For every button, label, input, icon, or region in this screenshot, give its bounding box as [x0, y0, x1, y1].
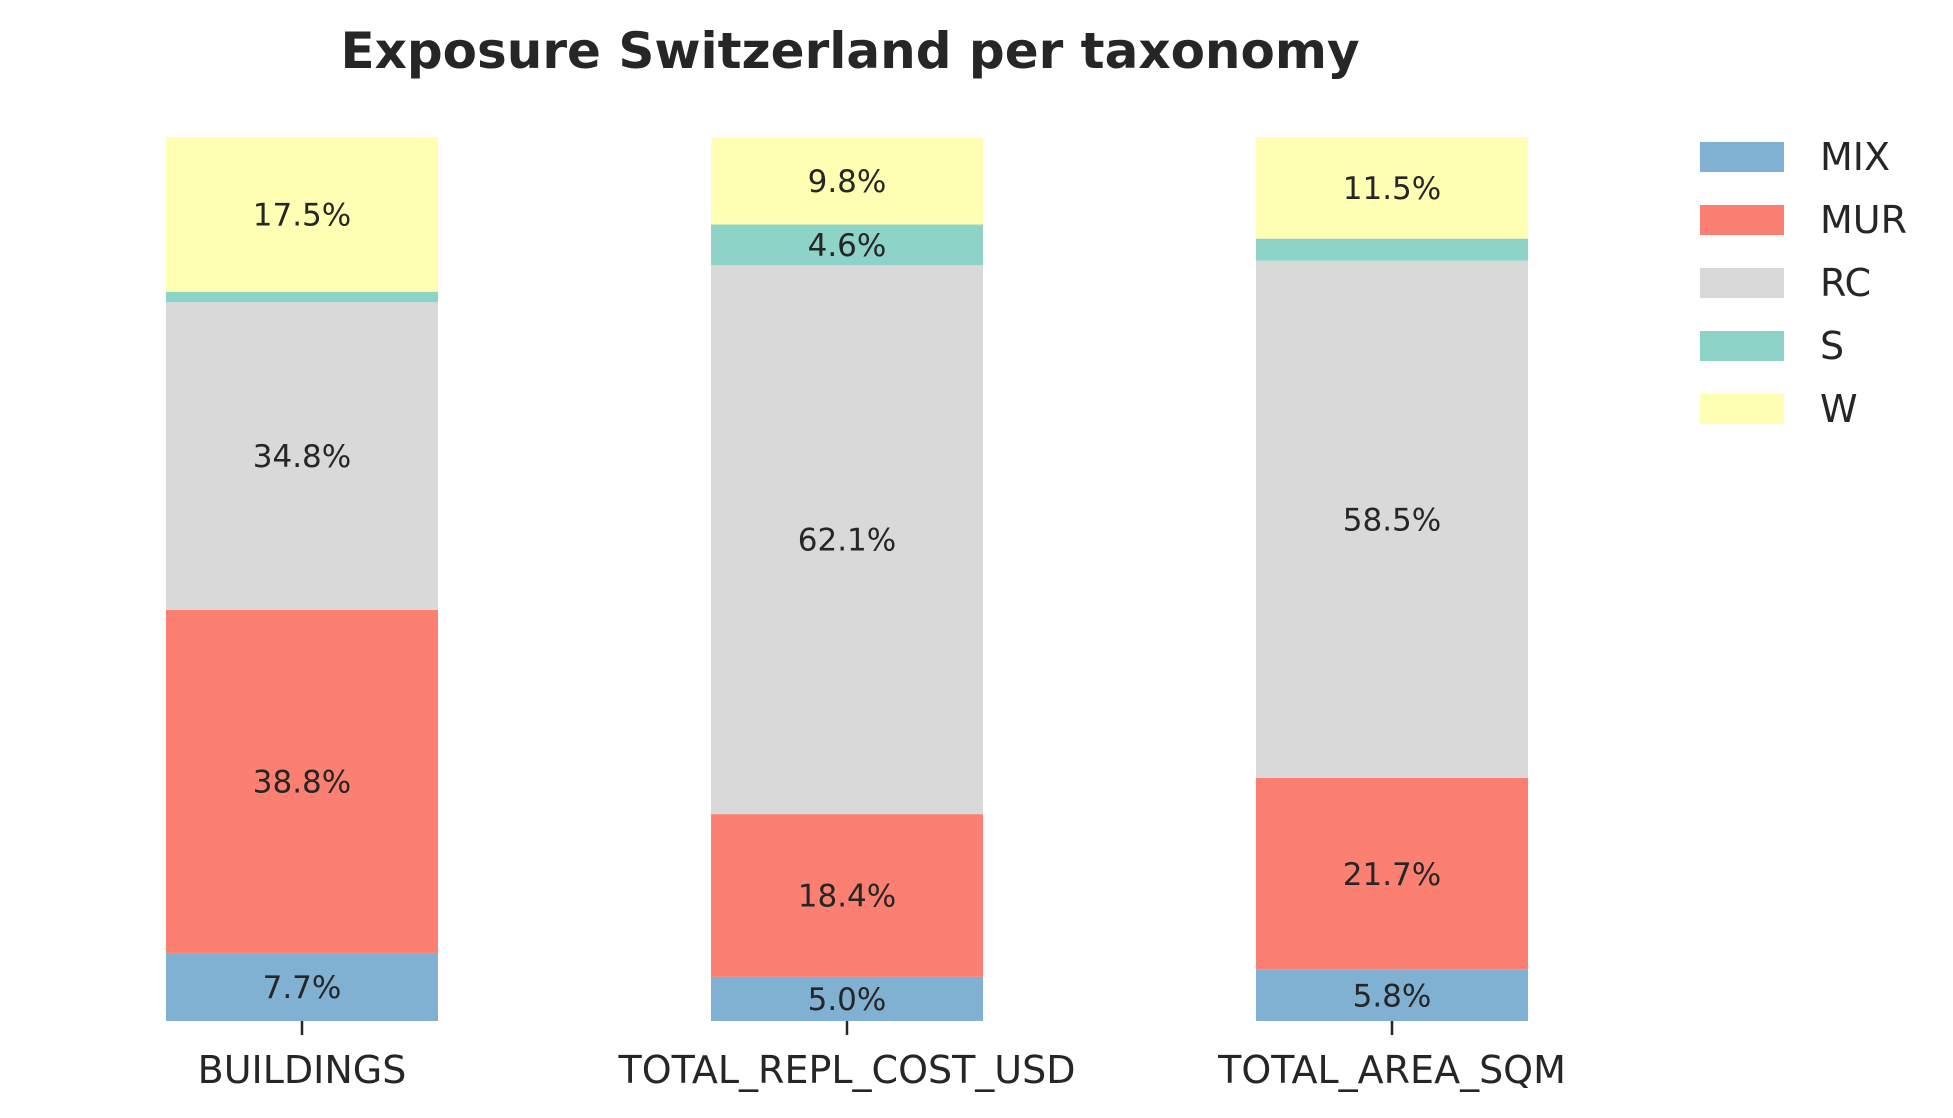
legend-item-mur: MUR — [1700, 188, 1907, 251]
bar-s-0 — [166, 291, 438, 303]
x-tick-label: TOTAL_REPL_COST_USD — [617, 1048, 1075, 1092]
legend-swatch — [1700, 141, 1784, 172]
bar-rc-2 — [1256, 260, 1528, 778]
bar-w-1 — [711, 137, 983, 225]
x-tick-label: BUILDINGS — [198, 1048, 407, 1092]
bar-mur-2 — [1256, 777, 1528, 970]
bar-mix-0 — [166, 952, 438, 1021]
bar-w-2 — [1256, 137, 1528, 239]
legend-item-w: W — [1700, 377, 1907, 440]
legend-swatch — [1700, 204, 1784, 235]
bar-rc-1 — [711, 265, 983, 815]
legend-swatch — [1700, 330, 1784, 361]
bar-mix-1 — [711, 976, 983, 1021]
data-label: 21.7% — [1343, 857, 1441, 893]
data-label: 58.5% — [1343, 502, 1441, 538]
legend-label: W — [1820, 386, 1858, 431]
data-label: 11.5% — [1343, 171, 1441, 207]
bar-s-1 — [711, 224, 983, 266]
legend-swatch — [1700, 267, 1784, 298]
legend-item-s: S — [1700, 314, 1907, 377]
data-label: 7.7% — [263, 970, 342, 1006]
data-label: 18.4% — [798, 878, 896, 914]
legend-swatch — [1700, 393, 1784, 424]
legend-item-rc: RC — [1700, 251, 1907, 314]
x-tick-label: TOTAL_AREA_SQM — [1217, 1048, 1566, 1092]
legend-label: MIX — [1820, 134, 1891, 179]
bar-mix-2 — [1256, 969, 1528, 1021]
bar-w-0 — [166, 137, 438, 292]
data-label: 4.6% — [808, 228, 887, 264]
data-label: 5.0% — [808, 982, 887, 1018]
legend-label: MUR — [1820, 197, 1908, 242]
data-label: 9.8% — [808, 164, 887, 200]
legend-item-mix: MIX — [1700, 125, 1907, 188]
chart-title: Exposure Switzerland per taxonomy — [340, 22, 1360, 80]
legend-label: S — [1820, 323, 1845, 368]
bar-mur-1 — [711, 814, 983, 977]
bar-s-2 — [1256, 238, 1528, 261]
bar-mur-0 — [166, 609, 438, 953]
data-label: 17.5% — [253, 197, 351, 233]
bar-rc-0 — [166, 302, 438, 610]
legend: MIX MUR RC S W — [1700, 125, 1907, 440]
data-label: 38.8% — [253, 764, 351, 800]
data-label: 34.8% — [253, 439, 351, 475]
legend-label: RC — [1820, 260, 1872, 305]
data-label: 5.8% — [1353, 978, 1432, 1014]
data-label: 62.1% — [798, 523, 896, 559]
